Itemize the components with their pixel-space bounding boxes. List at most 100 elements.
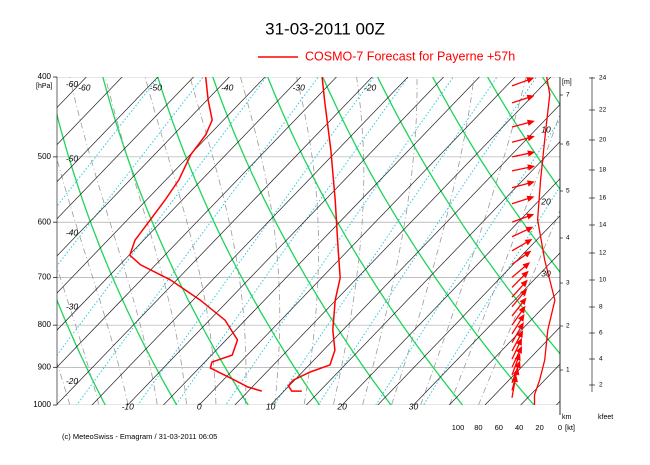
kfeet-tick-label: 2	[599, 382, 603, 389]
y-tick-label: 400	[38, 72, 52, 81]
isotherm-label: -20	[364, 82, 377, 92]
x-tick-label: 0	[197, 401, 202, 411]
chart-title: 31-03-2011 00Z	[265, 19, 385, 38]
kfeet-tick-label: 14	[599, 222, 607, 229]
dry-adiabat	[0, 72, 110, 414]
isotherm-label: -40	[66, 228, 79, 238]
dry-adiabat	[540, 72, 650, 414]
isotherm-label: -40	[221, 82, 234, 92]
moist-adiabat	[69, 72, 160, 417]
x-tick-label: 30	[409, 401, 419, 411]
dry-adiabat	[594, 72, 650, 414]
wind-axis-label: [kt]	[565, 423, 575, 432]
isotherm-label: -50	[150, 82, 163, 92]
height-tick-label: 3	[566, 280, 570, 287]
isotherm	[87, 72, 412, 410]
wind-arrow	[512, 227, 532, 236]
wind-arrow	[512, 78, 533, 86]
footer: (c) MeteoSwiss - Emagram / 31-03-2011 06…	[62, 432, 217, 441]
wind-arrow	[512, 181, 533, 188]
isotherm-label: -30	[66, 302, 79, 312]
kfeet-axis-label: kfeet	[598, 414, 613, 421]
kfeet-tick-label: 10	[599, 277, 607, 284]
isotherm	[373, 72, 650, 410]
kfeet-tick-label: 16	[599, 195, 607, 202]
wind-tick-label: 40	[515, 423, 523, 432]
isotherm	[623, 72, 650, 410]
dry-adiabat	[0, 72, 38, 414]
isotherm	[0, 72, 20, 410]
isotherm-label: -60	[66, 79, 79, 89]
dry-adiabat	[321, 72, 542, 414]
isotherm	[302, 72, 627, 410]
mixing-ratio-line	[224, 72, 457, 408]
moist-adiabat	[0, 72, 73, 417]
mixing-ratio-line	[316, 72, 540, 408]
height-tick-label: 5	[566, 188, 570, 195]
wind-tick-label: 100	[452, 423, 465, 432]
moist-adiabat	[416, 72, 527, 417]
isotherm	[0, 72, 127, 410]
wind-arrow	[512, 136, 533, 143]
kfeet-tick-label: 22	[599, 107, 607, 114]
kfeet-tick-label: 12	[599, 250, 607, 257]
grid-line	[194, 72, 519, 410]
isotherm-label: -30	[293, 82, 306, 92]
wind-tick-label: 20	[535, 423, 543, 432]
height-axis-label: [m]	[562, 79, 572, 86]
y-tick-label: 700	[38, 272, 52, 281]
mixing-ratio-line	[0, 72, 207, 408]
isotherm	[444, 72, 650, 410]
grid-line	[266, 72, 591, 410]
height-tick-label: 2	[566, 323, 570, 330]
wind-arrow	[512, 165, 534, 171]
profile-line	[288, 77, 340, 391]
mixing-ratio-line	[272, 72, 500, 408]
wind-tick-label: 80	[474, 423, 482, 432]
isotherm	[159, 72, 484, 410]
kfeet-tick-label: 6	[599, 330, 603, 337]
isotherm-label: -60	[78, 82, 91, 92]
wind-tick-label: 0	[558, 423, 562, 432]
height-tick-label: 4	[566, 235, 570, 242]
kfeet-tick-label: 20	[599, 137, 607, 144]
kfeet-tick-label: 4	[599, 356, 603, 363]
moist-adiabat	[445, 72, 575, 417]
height-tick-label: 6	[566, 141, 570, 148]
legend-label: COSMO-7 Forecast for Payerne +57h	[305, 49, 515, 63]
isotherm-label: -20	[66, 376, 79, 386]
kfeet-tick-label: 8	[599, 304, 603, 311]
moist-adiabat	[331, 72, 364, 417]
isotherm	[0, 72, 55, 410]
isotherm	[0, 72, 91, 410]
height-tick-label: 1	[566, 367, 570, 374]
isotherm	[587, 72, 650, 410]
dry-adiabat	[266, 72, 470, 414]
y-tick-label: 800	[38, 320, 52, 329]
speed-label: 20	[540, 196, 551, 206]
moist-adiabat	[295, 72, 318, 417]
wind-arrow	[512, 96, 533, 103]
y-axis-label: [hPa]	[36, 83, 52, 90]
grid-line	[123, 72, 448, 410]
isotherm	[230, 72, 555, 410]
dry-adiabat	[375, 72, 613, 414]
x-tick-label: 10	[266, 401, 276, 411]
speed-label: 30	[541, 268, 551, 278]
x-tick-label: 20	[336, 401, 347, 411]
wind-tick-label: 60	[495, 423, 503, 432]
isotherm	[0, 72, 234, 410]
y-tick-label: 900	[38, 362, 52, 371]
y-tick-label: 600	[38, 217, 52, 226]
isotherm-label: -50	[66, 153, 79, 163]
height-axis-unit: km	[562, 414, 572, 421]
dry-adiabat	[211, 72, 398, 414]
moist-adiabat	[359, 72, 417, 417]
speed-label: 10	[541, 124, 551, 134]
kfeet-tick-label: 24	[599, 75, 607, 82]
isotherm	[0, 72, 198, 410]
dry-adiabat	[485, 72, 650, 414]
plot-area	[0, 72, 650, 417]
